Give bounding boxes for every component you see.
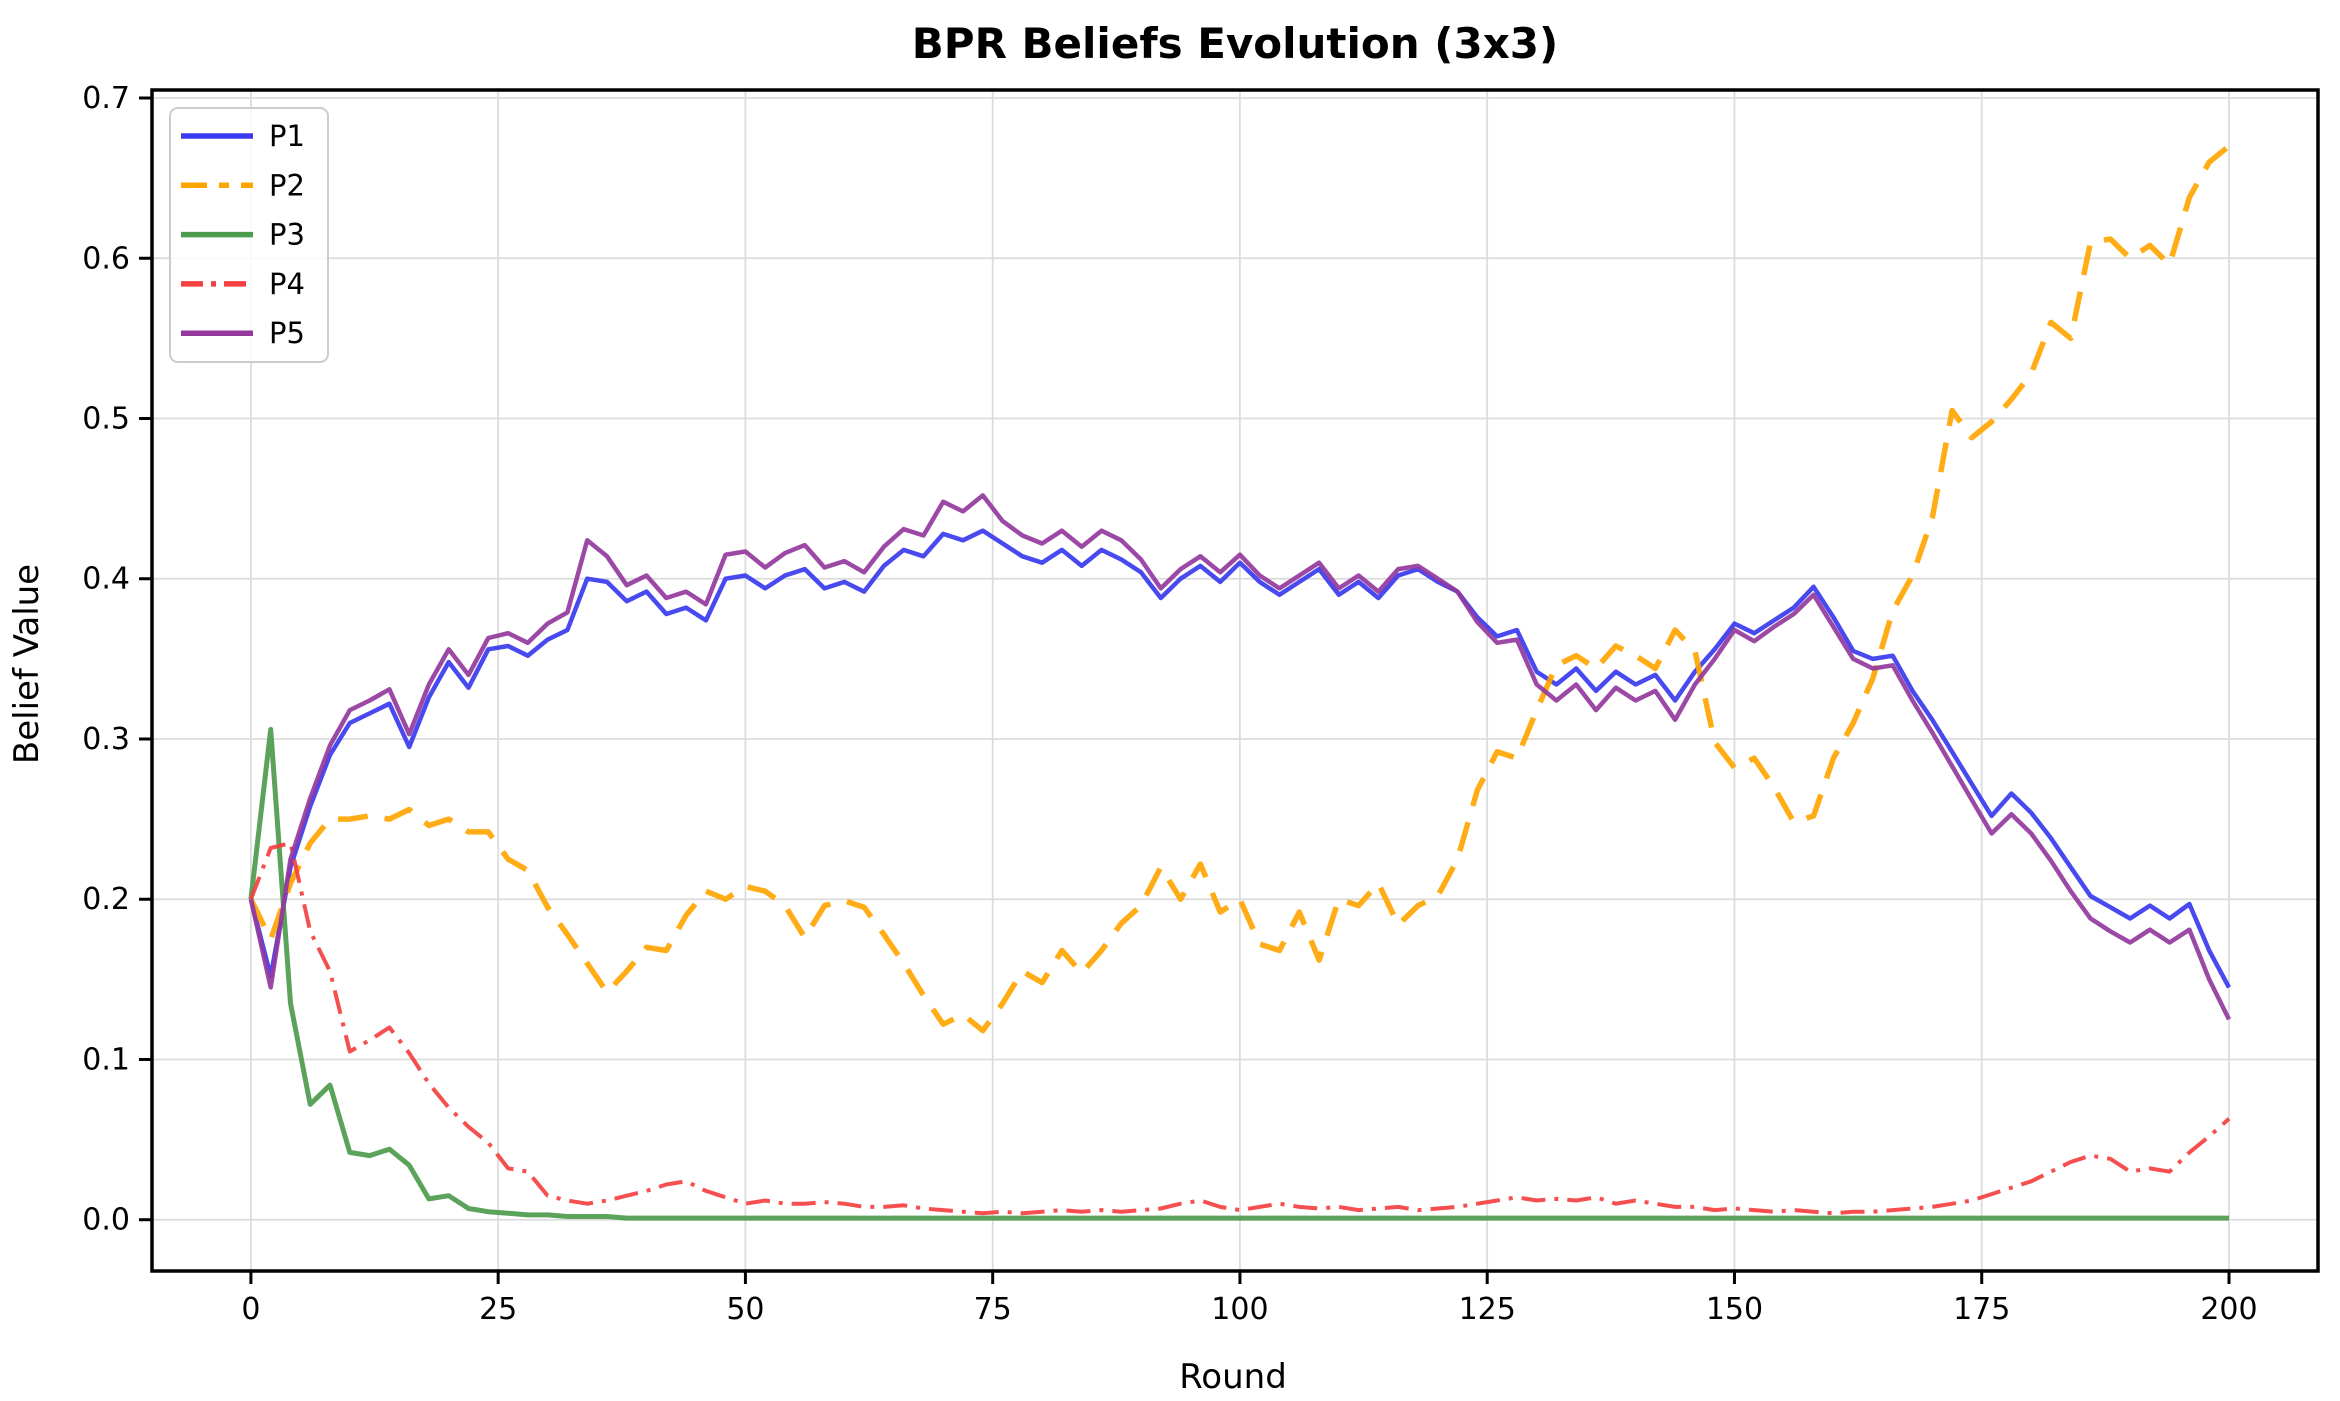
x-tick-label-150: 150: [1706, 1292, 1763, 1327]
x-tick-label-125: 125: [1459, 1292, 1516, 1327]
x-tick-label-200: 200: [2200, 1292, 2257, 1327]
chart-title: BPR Beliefs Evolution (3x3): [912, 19, 1558, 68]
x-tick-label-50: 50: [726, 1292, 764, 1327]
grid-layer: [152, 90, 2318, 1271]
legend-label-P3: P3: [269, 218, 305, 252]
y-tick-label-0.7: 0.7: [82, 81, 130, 116]
y-axis-label: Belief Value: [7, 564, 47, 764]
legend-label-P2: P2: [269, 168, 305, 202]
series-line-P2: [248, 143, 2231, 1034]
x-tick-label-175: 175: [1953, 1292, 2010, 1327]
x-tick-label-100: 100: [1211, 1292, 1268, 1327]
series-line-P3: [248, 726, 2229, 1221]
legend: P1 P2 P3 P4 P5: [169, 107, 329, 363]
legend-label-P4: P4: [269, 267, 305, 301]
x-tick-label-25: 25: [479, 1292, 517, 1327]
series-line-P4: [249, 841, 2231, 1216]
tick-label-layer: 0 25 50 75 100 125 150 175 200 0.0 0.1 0.2 0.3 0.4 0.5…: [82, 81, 2257, 1327]
y-tick-label-0.4: 0.4: [82, 562, 130, 597]
axes-layer: [139, 88, 2320, 1284]
legend-label-P5: P5: [269, 316, 305, 350]
x-tick-label-75: 75: [974, 1292, 1012, 1327]
y-tick-label-0.3: 0.3: [82, 722, 130, 757]
plot-border: [150, 88, 2320, 1273]
series-line-P1: [248, 528, 2231, 989]
x-tick-label-0: 0: [241, 1292, 260, 1327]
series-line-P5: [248, 493, 2232, 1021]
y-tick-label-0.0: 0.0: [82, 1203, 130, 1238]
y-tick-label-0.2: 0.2: [82, 882, 130, 917]
y-tick-label-0.1: 0.1: [82, 1042, 130, 1077]
y-tick-label-0.5: 0.5: [82, 402, 130, 437]
y-tick-label-0.6: 0.6: [82, 241, 130, 276]
x-axis-label: Round: [1179, 1357, 1287, 1397]
legend-label-P1: P1: [269, 119, 305, 153]
series-layer: [248, 143, 2232, 1221]
